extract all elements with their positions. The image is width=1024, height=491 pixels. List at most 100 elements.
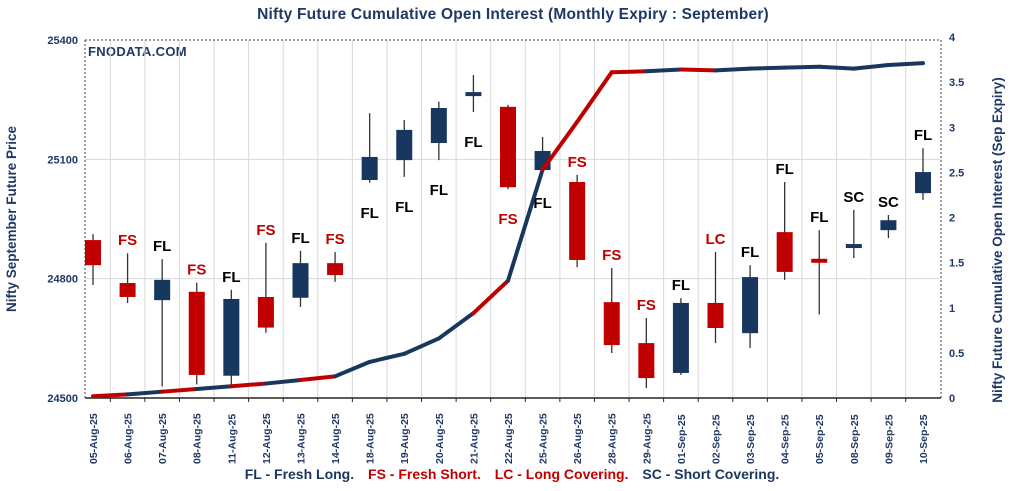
x-axis-date-label: 03-Sep-25 xyxy=(745,414,757,464)
candle-signal-label: FL xyxy=(222,269,240,286)
axis-layer: 25400 25100 24800 24500 4 3.5 3 2.5 2 1.5 1 0.5 0 05-… xyxy=(47,32,964,464)
oi-line-segment xyxy=(748,65,787,71)
right-axis-tick-label: 0 xyxy=(949,393,955,405)
right-axis-title: Nifty Future Cumulative Open Interest (S… xyxy=(990,77,1005,403)
right-axis-tick-label: 3 xyxy=(949,122,955,134)
candle-body xyxy=(914,172,931,194)
oi-line-segment xyxy=(298,374,338,382)
oi-line-segment xyxy=(609,69,649,75)
oi-line-segment xyxy=(263,377,303,386)
oi-line-segment xyxy=(471,278,510,316)
candle-signal-label: FL xyxy=(395,199,413,216)
x-axis-date-label: 04-Sep-25 xyxy=(780,414,792,464)
oi-line-segment xyxy=(402,336,441,356)
right-axis-tick-label: 0.5 xyxy=(949,348,964,360)
x-axis-date-label: 01-Sep-25 xyxy=(676,414,688,464)
candle-signal-label: FL xyxy=(672,277,690,294)
candle-signal-label: LC xyxy=(705,231,725,248)
candle-signal-label: SC xyxy=(843,189,864,206)
x-axis-date-label: 19-Aug-25 xyxy=(399,413,411,464)
oi-line-segment xyxy=(91,392,130,399)
left-axis-tick-label: 24500 xyxy=(47,393,78,405)
candle-signal-label: FS xyxy=(325,231,344,248)
candle-signal-label: FL xyxy=(914,127,932,144)
watermark: FNODATA.COM xyxy=(88,44,187,59)
candle-signal-label: FL xyxy=(533,195,551,212)
right-axis-tick-label: 2.5 xyxy=(949,167,964,179)
legend-item-short-covering: SC - Short Covering. xyxy=(642,466,780,482)
candle-signal-label: FL xyxy=(430,182,448,199)
oi-line-segment xyxy=(229,381,268,389)
oi-line-segment xyxy=(575,70,614,124)
candle-signal-label: FL xyxy=(775,161,793,178)
x-axis-date-label: 08-Sep-25 xyxy=(849,414,861,464)
candle-body xyxy=(119,283,136,297)
right-axis-tick-label: 1.5 xyxy=(949,258,964,270)
candle-body xyxy=(154,279,171,301)
oi-line-segment xyxy=(367,351,407,364)
candle-signal-label: FS xyxy=(118,232,137,249)
right-axis-tick-label: 4 xyxy=(949,32,956,44)
candle-body xyxy=(430,108,447,144)
x-axis-date-label: 25-Aug-25 xyxy=(538,413,550,464)
candle-body xyxy=(672,302,689,373)
candle-body xyxy=(223,298,240,376)
oi-line-segment xyxy=(817,64,856,71)
oi-line-segment xyxy=(782,64,822,70)
candle-body xyxy=(845,244,862,249)
candle-body xyxy=(603,302,620,346)
x-axis-date-label: 22-Aug-25 xyxy=(503,413,515,464)
candle-body xyxy=(707,302,724,328)
x-axis-date-label: 18-Aug-25 xyxy=(365,413,377,464)
oi-line-segment xyxy=(713,66,753,73)
candle-body xyxy=(465,92,482,97)
oi-line-segment xyxy=(851,62,891,71)
candle-body xyxy=(638,343,655,379)
candle-body xyxy=(257,296,274,328)
oi-line-segment xyxy=(886,61,925,67)
candle-layer xyxy=(85,75,931,389)
oi-line-segment xyxy=(540,119,580,172)
right-axis-tick-label: 3.5 xyxy=(949,77,964,89)
x-axis-date-label: 26-Aug-25 xyxy=(572,413,584,464)
x-axis-date-label: 14-Aug-25 xyxy=(330,413,342,464)
candle-signal-label: FS xyxy=(568,154,587,171)
x-axis-date-label: 02-Sep-25 xyxy=(710,414,722,464)
x-axis-date-label: 05-Sep-25 xyxy=(814,414,826,464)
right-axis-tick-label: 1 xyxy=(949,303,955,315)
candle-signal-label: FL xyxy=(360,205,378,222)
x-axis-date-label: 06-Aug-25 xyxy=(123,413,135,464)
x-axis-date-label: 07-Aug-25 xyxy=(157,413,169,464)
candle-label-layer: FS FL FS FL FS FL FS FL FL FL FL FS FL FS FS FS FL LC FL FL… xyxy=(118,127,932,314)
candle-signal-label: FS xyxy=(498,211,517,228)
x-axis-date-label: 11-Aug-25 xyxy=(226,414,238,464)
candle-signal-label: FL xyxy=(153,238,171,255)
oi-line-segment xyxy=(436,311,476,341)
x-axis-date-label: 05-Aug-25 xyxy=(88,413,100,464)
x-axis-date-label: 28-Aug-25 xyxy=(607,413,619,464)
candle-signal-label: FL xyxy=(810,209,828,226)
candle-signal-label: SC xyxy=(878,194,899,211)
candle-body xyxy=(396,129,413,161)
candle-body xyxy=(361,156,378,181)
oi-line-segment xyxy=(125,389,165,397)
candle-body xyxy=(499,106,516,188)
oi-line-segment xyxy=(644,67,683,74)
oi-line-segment xyxy=(160,386,199,394)
left-axis-tick-label: 25400 xyxy=(47,35,78,47)
legend-item-long-covering: LC - Long Covering. xyxy=(494,466,629,482)
x-axis-date-label: 09-Sep-25 xyxy=(883,414,895,464)
left-axis-title: Nifty September Future Price xyxy=(4,125,19,312)
candle-body xyxy=(811,258,828,263)
candle-signal-label: FL xyxy=(464,134,482,151)
candle-signal-label: FS xyxy=(637,297,656,314)
candle-signal-label: FL xyxy=(291,230,309,247)
candle-signal-label: FS xyxy=(187,262,206,279)
x-axis-date-label: 29-Aug-25 xyxy=(641,413,653,464)
legend: FL - Fresh Long. FS - Fresh Short. LC - … xyxy=(0,466,1024,482)
candle-body xyxy=(880,220,897,231)
left-axis-tick-label: 25100 xyxy=(47,154,78,166)
x-axis-date-label: 12-Aug-25 xyxy=(261,413,273,464)
